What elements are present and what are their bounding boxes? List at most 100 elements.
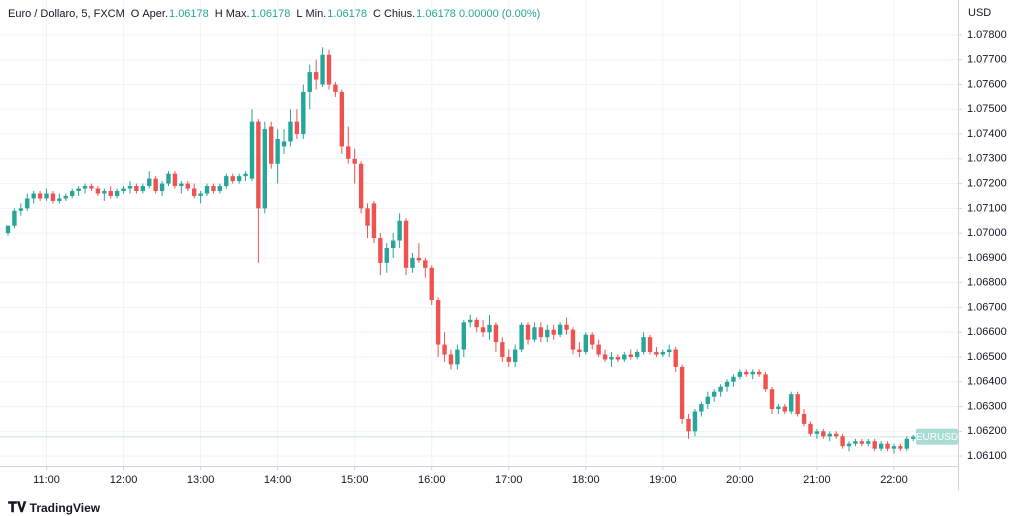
candle-body: [262, 129, 267, 209]
symbol: Euro / Dollaro, 5, FXCM: [8, 8, 125, 20]
candle-body: [391, 240, 396, 248]
candle-body: [339, 91, 345, 147]
candle-body: [583, 334, 588, 353]
candle-body: [185, 183, 190, 189]
candle-body: [256, 121, 261, 209]
candle-body: [89, 186, 94, 189]
y-tick-label: 1.07000: [967, 227, 1007, 239]
candle-body: [795, 394, 800, 414]
candle-body: [288, 121, 293, 142]
candle-body: [435, 300, 441, 345]
candle-body: [198, 193, 203, 196]
candle-body: [744, 371, 749, 375]
candle-body: [410, 257, 415, 268]
candle-body: [468, 319, 473, 323]
candle-body: [114, 191, 120, 196]
candle-body: [429, 267, 434, 301]
legend-value: 1.06178: [327, 8, 368, 20]
candle-body: [525, 324, 531, 340]
candle-body: [821, 431, 826, 437]
currency: USD: [968, 7, 991, 19]
candle-body: [70, 191, 75, 196]
candle-body: [121, 188, 126, 192]
candle-body: [269, 126, 274, 164]
candle-body: [301, 91, 306, 135]
candle-body: [782, 406, 788, 412]
x-tick-label: 12:00: [110, 474, 138, 486]
candle-body: [699, 404, 704, 412]
x-tick-label: 16:00: [418, 474, 446, 486]
candle-body: [403, 220, 409, 268]
candle-body: [840, 436, 845, 447]
legend-key: C: [373, 8, 381, 20]
candle-body: [50, 193, 56, 201]
candle-body: [37, 193, 43, 199]
candle-body: [750, 371, 755, 375]
candle-body: [204, 186, 210, 194]
y-tick-label: 1.06100: [967, 450, 1007, 462]
y-tick-label: 1.06900: [967, 252, 1007, 264]
candle-body: [647, 337, 653, 353]
y-tick-label: 1.06200: [967, 425, 1007, 437]
legend-key: H: [214, 8, 223, 20]
y-tick-label: 1.07100: [967, 202, 1007, 214]
candle-body: [833, 433, 839, 437]
candle-body: [159, 183, 165, 192]
candle-body: [236, 176, 242, 182]
candle-body: [63, 195, 68, 199]
candle-body: [814, 431, 820, 434]
candle-body: [641, 337, 646, 353]
candle-body: [44, 193, 49, 199]
y-tick-label: 1.06500: [967, 351, 1007, 363]
candle-body: [776, 406, 781, 410]
candle-body: [667, 349, 672, 353]
candle-body: [801, 413, 807, 424]
candle-body: [179, 183, 184, 187]
x-tick-label: 13:00: [187, 474, 215, 486]
candle-body: [724, 381, 730, 387]
x-tick-label: 11:00: [33, 474, 60, 486]
candle-body: [545, 329, 550, 338]
x-tick-label: 17:00: [495, 474, 523, 486]
candle-body: [538, 327, 544, 338]
candle-body: [313, 72, 319, 80]
candle-body: [853, 441, 858, 444]
candle-body: [731, 376, 736, 382]
legend-key: L: [296, 8, 303, 20]
candle-body: [602, 354, 608, 360]
candle-body: [705, 396, 710, 405]
candle-body: [31, 193, 36, 199]
y-tick-label: 1.07800: [967, 29, 1007, 41]
last-label: EURUSD: [916, 432, 958, 443]
candle-body: [461, 322, 467, 350]
candle-body: [480, 327, 486, 333]
candle-body: [371, 203, 377, 239]
candle-body: [570, 329, 576, 350]
candle-body: [487, 324, 492, 333]
candle-body: [211, 186, 216, 192]
candle-body: [904, 438, 909, 449]
candle-body: [281, 141, 287, 147]
y-tick-label: 1.07500: [967, 103, 1007, 115]
candle-body: [808, 423, 813, 434]
candle-body: [333, 84, 338, 92]
candle-body: [878, 443, 884, 449]
candle-body: [628, 354, 633, 357]
candle-body: [551, 329, 556, 335]
candle-body: [493, 324, 499, 343]
candle-body: [82, 186, 88, 189]
candle-body: [654, 352, 659, 355]
candle-body: [891, 446, 897, 449]
candle-body: [346, 146, 351, 159]
candle-body: [249, 121, 255, 179]
candle-body: [532, 327, 537, 340]
candle-body: [76, 188, 81, 192]
candle-body: [474, 319, 479, 328]
candle-body: [378, 238, 383, 263]
legend-value: 1.06178: [416, 8, 456, 20]
legend-value: 1.06178: [250, 8, 291, 20]
candle-body: [712, 391, 717, 397]
candle-body: [275, 138, 280, 164]
